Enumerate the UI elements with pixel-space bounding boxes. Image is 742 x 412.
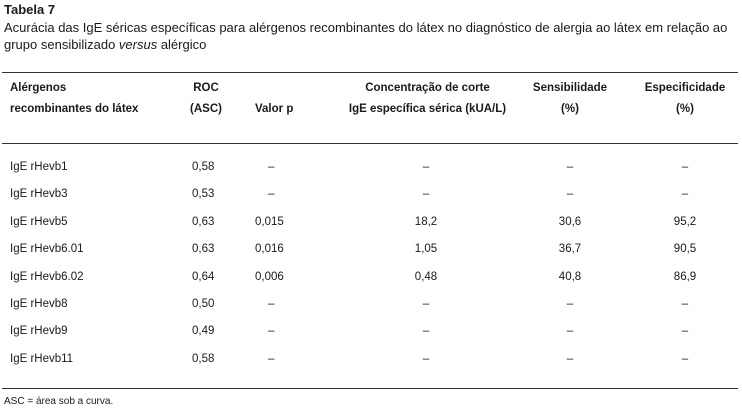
header-rule: [2, 143, 738, 144]
top-rule: [2, 72, 738, 73]
cell-allergen: IgE rHevb1: [10, 161, 68, 173]
cell-cutoff: 0,48: [414, 270, 438, 283]
cell-specificity: –: [681, 298, 689, 310]
cell-specificity: –: [681, 188, 689, 201]
header-p-line1: Valor p: [255, 103, 294, 115]
cell-sensitivity: 40,8: [558, 270, 582, 283]
cell-allergen: IgE rHevb3: [10, 188, 68, 201]
caption-text-end: alérgico: [157, 37, 207, 52]
header-sensitivity-line1: Sensibilidade: [532, 82, 608, 94]
header-roc-line1: ROC: [193, 82, 219, 94]
cell-roc: 0,63: [192, 215, 215, 228]
cell-p-value: 0,006: [255, 270, 284, 283]
cell-cutoff: 18,2: [414, 215, 438, 228]
cell-roc: 0,50: [192, 298, 215, 310]
header-allergen-line2: recombinantes do látex: [10, 103, 139, 115]
cell-p-value: –: [268, 298, 275, 310]
cell-specificity: –: [681, 161, 689, 173]
caption-text-start: Acurácia das IgE séricas específicas par…: [4, 20, 728, 52]
cell-allergen: IgE rHevb5: [10, 215, 68, 228]
cell-sensitivity: –: [566, 298, 574, 310]
cell-cutoff: 1,05: [414, 243, 438, 256]
cell-p-value: 0,015: [255, 215, 284, 228]
table-footnote: ASC = área sob a curva.: [4, 396, 114, 407]
header-cutoff-line2: IgE específica sérica (kUA/L): [348, 103, 507, 115]
header-allergen-line1: Alérgenos: [10, 82, 67, 94]
bottom-rule: [2, 388, 738, 389]
caption-italic-word: versus: [118, 37, 158, 52]
cell-roc: 0,63: [192, 243, 215, 256]
header-specificity: Especificidade (%): [630, 78, 740, 120]
table-row: IgE rHevb3 0,53 – – – –: [0, 181, 742, 208]
cell-p-value: –: [268, 188, 275, 201]
cell-p-value: –: [268, 325, 275, 338]
cell-cutoff: –: [422, 352, 430, 365]
cell-sensitivity: –: [566, 188, 574, 201]
header-cutoff: Concentração de corte IgE específica sér…: [325, 78, 530, 120]
table-row: IgE rHevb8 0,50 – – – –: [0, 291, 742, 318]
cell-allergen: IgE rHevb8: [10, 298, 68, 310]
cell-p-value: –: [268, 352, 275, 365]
cell-specificity: 95,2: [673, 215, 697, 228]
cell-cutoff: –: [422, 188, 430, 201]
header-p-value: Valor p: [255, 99, 293, 120]
cell-allergen: IgE rHevb6.01: [10, 243, 84, 256]
cell-allergen: IgE rHevb9: [10, 325, 68, 338]
header-allergen: Alérgenos recombinantes do látex: [10, 78, 138, 120]
cell-cutoff: –: [422, 161, 430, 173]
table-row: IgE rHevb6.02 0,64 0,006 0,48 40,8 86,9: [0, 264, 742, 291]
cell-specificity: –: [681, 325, 689, 338]
cell-sensitivity: 30,6: [558, 215, 582, 228]
cell-roc: 0,49: [192, 325, 215, 338]
cell-allergen: IgE rHevb6.02: [10, 270, 84, 283]
cell-sensitivity: 36,7: [558, 243, 582, 256]
header-cutoff-line1: Concentração de corte: [365, 82, 490, 94]
header-roc-line2: (ASC): [190, 103, 222, 115]
header-sensitivity-line2: (%): [561, 103, 579, 115]
header-roc: ROC (ASC): [180, 78, 232, 120]
cell-p-value: 0,016: [255, 243, 284, 256]
cell-cutoff: –: [422, 298, 430, 310]
table-row: IgE rHevb1 0,58 – – – –: [0, 154, 742, 181]
header-specificity-line1: Especificidade: [644, 82, 726, 94]
table-row: IgE rHevb11 0,58 – – – –: [0, 346, 742, 373]
cell-sensitivity: –: [566, 325, 574, 338]
header-sensitivity: Sensibilidade (%): [525, 78, 615, 120]
table-row: IgE rHevb5 0,63 0,015 18,2 30,6 95,2: [0, 209, 742, 236]
cell-p-value: –: [268, 161, 275, 173]
header-specificity-line2: (%): [676, 103, 694, 115]
cell-specificity: 86,9: [673, 270, 697, 283]
cell-roc: 0,64: [192, 270, 215, 283]
cell-allergen: IgE rHevb11: [10, 352, 74, 365]
table-row: IgE rHevb9 0,49 – – – –: [0, 318, 742, 345]
cell-specificity: –: [681, 352, 689, 365]
cell-roc: 0,53: [192, 188, 215, 201]
table-caption: Acurácia das IgE séricas específicas par…: [4, 19, 738, 53]
cell-cutoff: –: [422, 325, 430, 338]
cell-specificity: 90,5: [673, 243, 697, 256]
cell-roc: 0,58: [192, 161, 215, 173]
cell-roc: 0,58: [192, 352, 215, 365]
cell-sensitivity: –: [566, 161, 574, 173]
table-label: Tabela 7: [4, 2, 56, 17]
table-row: IgE rHevb6.01 0,63 0,016 1,05 36,7 90,5: [0, 236, 742, 263]
cell-sensitivity: –: [566, 352, 574, 365]
